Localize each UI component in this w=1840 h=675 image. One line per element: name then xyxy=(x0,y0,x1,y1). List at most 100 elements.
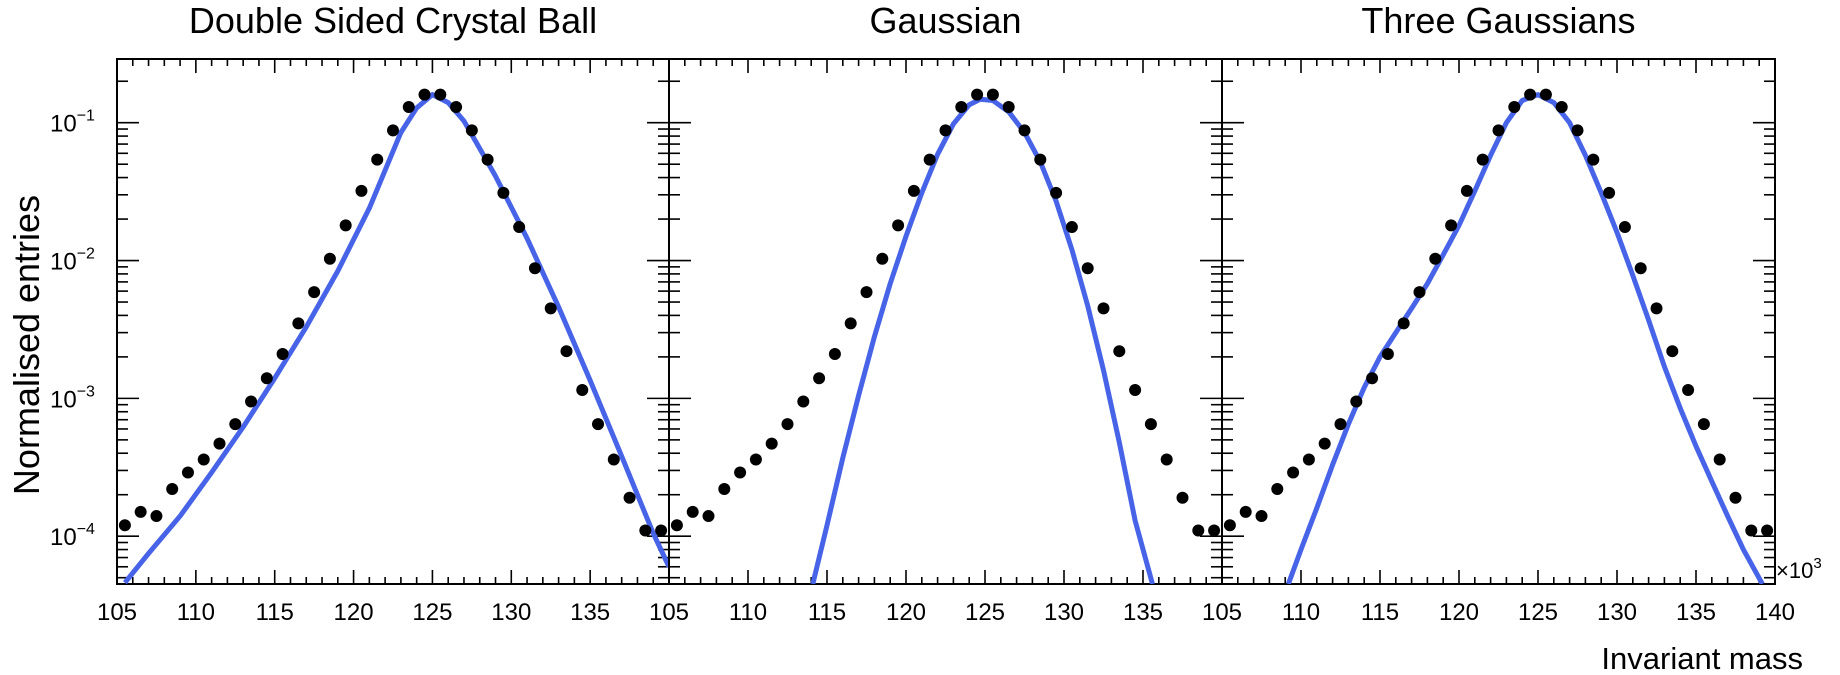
panel-1: Double Sided Crystal Ball 105 110 115 120 125… xyxy=(50,0,670,626)
data-point xyxy=(450,101,463,114)
plot-frame xyxy=(116,58,670,585)
data-point xyxy=(702,510,715,523)
data-point xyxy=(986,88,999,101)
data-point xyxy=(560,345,573,358)
x-tick-label: 115 xyxy=(1361,599,1399,626)
x-multiplier-base: ×10 xyxy=(1776,558,1813,583)
x-tick-label: 115 xyxy=(808,599,846,626)
x-tick-label: 135 xyxy=(1123,599,1163,626)
data-point xyxy=(955,101,968,114)
data-point xyxy=(1113,345,1126,358)
data-point xyxy=(781,418,794,431)
x-tick-label: 110 xyxy=(729,599,767,626)
data-point xyxy=(418,88,431,101)
data-point xyxy=(323,252,336,265)
fit-curve xyxy=(1286,92,1765,584)
data-point xyxy=(734,466,747,479)
data-point xyxy=(402,101,415,114)
y-tick-base: 10 xyxy=(50,524,77,551)
data-point xyxy=(686,505,699,518)
data-point xyxy=(623,491,636,504)
data-point xyxy=(1476,153,1489,166)
data-point xyxy=(765,437,778,450)
x-tick-label: 105 xyxy=(649,599,689,626)
data-point xyxy=(1413,286,1426,299)
data-point xyxy=(1745,524,1758,537)
data-point xyxy=(1603,186,1616,199)
data-point xyxy=(1650,302,1663,315)
y-tick-exponent: −4 xyxy=(77,521,95,538)
data-point xyxy=(1571,124,1584,137)
data-point xyxy=(860,286,873,299)
data-point xyxy=(639,524,652,537)
data-point xyxy=(844,317,857,330)
data-point xyxy=(513,221,526,234)
data-point xyxy=(1129,384,1142,397)
y-tick-label: 10−2 xyxy=(50,246,95,276)
data-point xyxy=(245,395,258,408)
data-point xyxy=(197,453,210,466)
data-point xyxy=(939,124,952,137)
data-point xyxy=(544,302,557,315)
data-point xyxy=(797,395,810,408)
x-multiplier-exponent: 3 xyxy=(1813,555,1821,572)
data-point xyxy=(592,418,605,431)
panel-2: Gaussian 105 110 115 120 125 130 135 xyxy=(649,0,1223,626)
panel-title: Double Sided Crystal Ball xyxy=(189,0,597,41)
x-tick-label: 120 xyxy=(334,599,374,626)
panel-3: Three Gaussians 105 110 115 120 125 130 135 140 xyxy=(1202,0,1795,626)
data-point xyxy=(828,347,841,360)
data-point xyxy=(260,372,273,385)
x-tick-label: 110 xyxy=(177,599,215,626)
x-tick-label: 130 xyxy=(491,599,531,626)
data-point xyxy=(134,505,147,518)
data-point xyxy=(1097,302,1110,315)
x-tick-label: 130 xyxy=(1044,599,1084,626)
data-point xyxy=(1208,524,1221,537)
data-point xyxy=(1302,453,1315,466)
fit-curve xyxy=(122,92,669,584)
data-point xyxy=(1050,186,1063,199)
data-point xyxy=(1081,262,1094,275)
x-tick-label: 130 xyxy=(1597,599,1637,626)
data-point xyxy=(892,219,905,232)
data-point xyxy=(1492,124,1505,137)
data-point xyxy=(1350,395,1363,408)
data-point xyxy=(907,184,920,197)
data-point xyxy=(1381,347,1394,360)
data-point xyxy=(1334,418,1347,431)
data-point xyxy=(1729,491,1742,504)
x-tick-label: 125 xyxy=(1518,599,1558,626)
data-point xyxy=(749,453,762,466)
y-axis-title: Normalised entries xyxy=(6,195,47,495)
data-point xyxy=(923,153,936,166)
data-point xyxy=(1065,221,1078,234)
data-point xyxy=(1034,153,1047,166)
data-point xyxy=(292,317,305,330)
data-point xyxy=(276,347,289,360)
x-tick-label: 120 xyxy=(1439,599,1479,626)
data-point xyxy=(813,372,826,385)
data-point xyxy=(1761,524,1774,537)
data-point xyxy=(670,519,683,532)
data-point xyxy=(1271,483,1284,496)
data-point xyxy=(150,510,163,523)
fit-curve xyxy=(810,96,1155,584)
y-tick-base: 10 xyxy=(50,111,77,138)
data-point xyxy=(1539,88,1552,101)
data-point xyxy=(1429,252,1442,265)
y-tick-label: 10−3 xyxy=(50,383,95,413)
data-point xyxy=(481,153,494,166)
data-point xyxy=(1192,524,1205,537)
y-tick-label: 10−1 xyxy=(50,108,95,138)
x-tick-label: 120 xyxy=(886,599,926,626)
data-point xyxy=(1697,418,1710,431)
data-point xyxy=(607,453,620,466)
x-tick-label: 105 xyxy=(1202,599,1242,626)
data-point xyxy=(971,88,984,101)
data-point xyxy=(1366,372,1379,385)
data-point xyxy=(1002,101,1015,114)
data-point xyxy=(371,153,384,166)
data-point xyxy=(1666,345,1679,358)
